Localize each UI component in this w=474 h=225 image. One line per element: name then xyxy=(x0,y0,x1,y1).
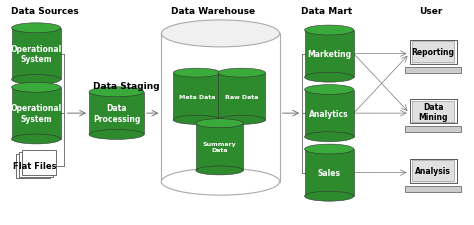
Ellipse shape xyxy=(305,85,354,95)
Text: Operational
System: Operational System xyxy=(10,104,62,123)
Ellipse shape xyxy=(196,119,243,128)
Ellipse shape xyxy=(161,21,280,48)
Text: Reporting: Reporting xyxy=(411,48,455,57)
FancyBboxPatch shape xyxy=(405,126,462,133)
Polygon shape xyxy=(173,73,220,120)
FancyBboxPatch shape xyxy=(412,42,454,63)
Text: Data
Mining: Data Mining xyxy=(419,102,448,121)
FancyBboxPatch shape xyxy=(16,154,50,178)
Ellipse shape xyxy=(305,73,354,83)
Text: Flat Files: Flat Files xyxy=(13,162,57,171)
Ellipse shape xyxy=(218,116,265,125)
Polygon shape xyxy=(196,124,243,171)
Polygon shape xyxy=(305,90,354,137)
Text: Marketing: Marketing xyxy=(307,50,351,59)
Text: Sales: Sales xyxy=(318,168,341,177)
Ellipse shape xyxy=(11,75,61,85)
Polygon shape xyxy=(305,31,354,78)
Polygon shape xyxy=(89,92,144,135)
Text: User: User xyxy=(419,7,442,16)
Ellipse shape xyxy=(196,166,243,175)
Ellipse shape xyxy=(305,144,354,154)
Text: Meta Data: Meta Data xyxy=(179,94,215,99)
FancyBboxPatch shape xyxy=(412,101,454,122)
Ellipse shape xyxy=(173,116,220,125)
Polygon shape xyxy=(218,73,265,120)
Polygon shape xyxy=(11,29,61,80)
Ellipse shape xyxy=(218,69,265,78)
Text: Operational
System: Operational System xyxy=(10,45,62,64)
FancyBboxPatch shape xyxy=(405,67,462,73)
Ellipse shape xyxy=(11,83,61,93)
FancyBboxPatch shape xyxy=(410,41,457,64)
Polygon shape xyxy=(11,88,61,139)
FancyBboxPatch shape xyxy=(410,100,457,124)
Ellipse shape xyxy=(11,134,61,144)
Text: Summary
Data: Summary Data xyxy=(203,142,237,153)
Ellipse shape xyxy=(305,191,354,201)
Text: Data Staging: Data Staging xyxy=(93,81,159,90)
FancyBboxPatch shape xyxy=(405,186,462,192)
Polygon shape xyxy=(161,34,280,182)
Ellipse shape xyxy=(305,132,354,142)
FancyBboxPatch shape xyxy=(19,152,53,177)
Text: Data Sources: Data Sources xyxy=(11,7,79,16)
Text: Data
Processing: Data Processing xyxy=(93,104,140,123)
Ellipse shape xyxy=(161,168,280,195)
Text: Data Warehouse: Data Warehouse xyxy=(171,7,255,16)
Ellipse shape xyxy=(89,88,144,97)
Ellipse shape xyxy=(173,69,220,78)
Text: Data Mart: Data Mart xyxy=(301,7,352,16)
Text: Analytics: Analytics xyxy=(310,109,349,118)
Ellipse shape xyxy=(11,24,61,34)
Ellipse shape xyxy=(305,26,354,36)
FancyBboxPatch shape xyxy=(22,151,56,175)
FancyBboxPatch shape xyxy=(412,160,454,181)
Text: Analysis: Analysis xyxy=(415,166,451,176)
Polygon shape xyxy=(305,149,354,196)
FancyBboxPatch shape xyxy=(410,159,457,183)
Ellipse shape xyxy=(89,130,144,140)
Text: Raw Data: Raw Data xyxy=(225,94,258,99)
